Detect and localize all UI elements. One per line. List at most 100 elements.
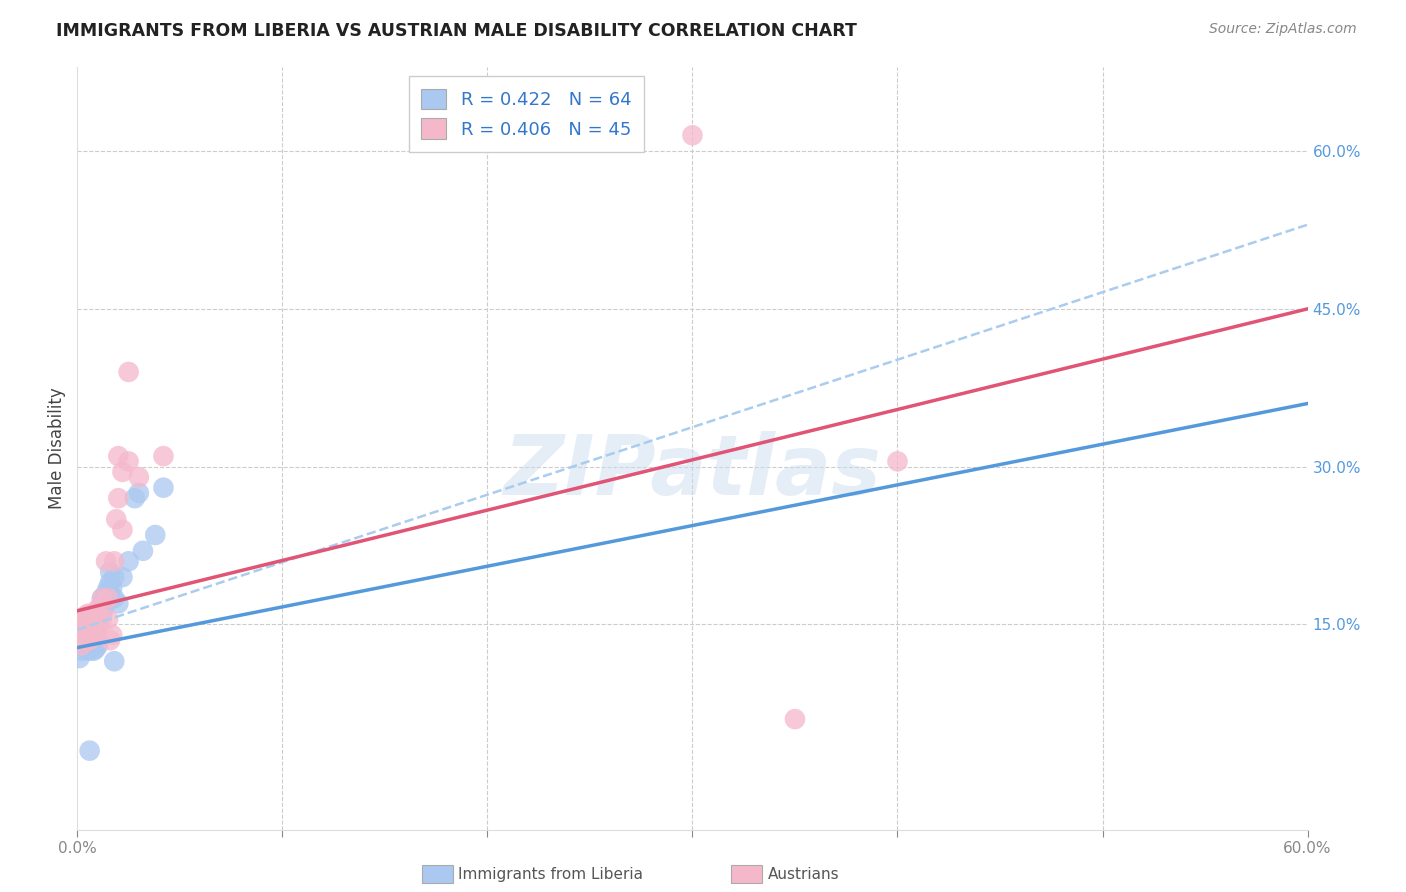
Point <box>98 586 121 600</box>
Point <box>76 640 98 655</box>
Point <box>132 543 155 558</box>
Point <box>98 633 121 648</box>
Point <box>75 630 97 644</box>
Point <box>117 554 139 568</box>
Point <box>75 614 97 628</box>
Point <box>682 128 704 143</box>
Point <box>72 628 94 642</box>
Point <box>152 481 174 495</box>
Point <box>79 623 101 637</box>
Point <box>103 570 125 584</box>
Point <box>76 619 98 633</box>
Point <box>111 465 134 479</box>
Point <box>124 491 146 506</box>
Point <box>79 633 101 648</box>
Point <box>97 591 120 606</box>
Point <box>72 612 94 626</box>
Point <box>83 628 105 642</box>
Point <box>79 619 101 633</box>
Y-axis label: Male Disability: Male Disability <box>48 387 66 509</box>
Point <box>111 570 134 584</box>
Point <box>87 639 110 653</box>
Point <box>87 617 110 632</box>
Point <box>98 575 121 590</box>
Point <box>75 633 97 648</box>
Point <box>67 633 90 648</box>
Point <box>70 617 93 632</box>
Point <box>128 486 150 500</box>
Point <box>72 615 94 630</box>
Point <box>83 628 105 642</box>
Point <box>80 623 103 637</box>
Point <box>83 639 105 653</box>
Point <box>101 628 124 642</box>
Point <box>70 639 93 653</box>
Point <box>83 612 105 626</box>
Point <box>76 625 98 640</box>
Point <box>90 612 114 626</box>
Point <box>94 586 117 600</box>
Point <box>128 470 150 484</box>
Text: Austrians: Austrians <box>768 867 839 881</box>
Point <box>783 712 806 726</box>
Point <box>80 617 103 632</box>
Point <box>80 640 103 655</box>
Point <box>76 628 98 642</box>
Text: Source: ZipAtlas.com: Source: ZipAtlas.com <box>1209 22 1357 37</box>
Point <box>83 623 105 637</box>
Point <box>93 601 115 615</box>
Point <box>75 617 97 632</box>
Point <box>67 623 90 637</box>
Point <box>75 625 97 640</box>
Point <box>94 554 117 568</box>
Point <box>886 454 908 468</box>
Point <box>117 365 139 379</box>
Point <box>76 614 98 628</box>
Point <box>101 581 124 595</box>
Point <box>90 607 114 621</box>
Point <box>70 628 93 642</box>
Point <box>75 609 97 624</box>
Point <box>84 624 107 639</box>
Point <box>105 512 128 526</box>
Point <box>72 623 94 637</box>
Point <box>72 623 94 637</box>
Legend: R = 0.422   N = 64, R = 0.406   N = 45: R = 0.422 N = 64, R = 0.406 N = 45 <box>409 76 644 152</box>
Point <box>93 594 115 608</box>
Point <box>87 601 110 615</box>
Point <box>143 528 166 542</box>
Point <box>76 619 98 633</box>
Point <box>83 644 105 658</box>
Point <box>80 635 103 649</box>
Point <box>90 591 114 606</box>
Point <box>84 607 107 621</box>
Point <box>67 651 90 665</box>
Point <box>111 523 134 537</box>
Point <box>76 612 98 626</box>
Point <box>87 633 110 648</box>
Point <box>97 581 120 595</box>
Point <box>75 619 97 633</box>
Point <box>72 619 94 633</box>
Point <box>103 554 125 568</box>
Point <box>79 640 101 655</box>
Point <box>107 491 129 506</box>
Point <box>117 454 139 468</box>
Point <box>98 565 121 579</box>
Point <box>79 636 101 650</box>
Point <box>79 624 101 639</box>
Point <box>84 630 107 644</box>
Point <box>97 612 120 626</box>
Point <box>70 639 93 653</box>
Point <box>76 630 98 644</box>
Point <box>103 591 125 606</box>
Point <box>80 623 103 637</box>
Point <box>79 630 101 644</box>
Point <box>79 744 101 758</box>
Point <box>90 591 114 606</box>
Point <box>87 623 110 637</box>
Point <box>84 641 107 656</box>
Point <box>152 449 174 463</box>
Point <box>103 654 125 668</box>
Point <box>79 612 101 626</box>
